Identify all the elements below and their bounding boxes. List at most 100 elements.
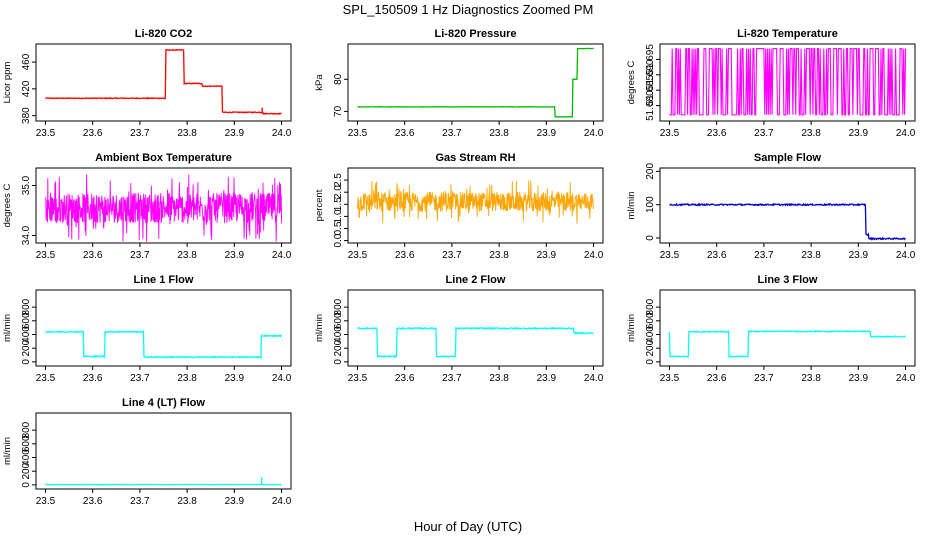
data-series bbox=[669, 204, 905, 239]
y-axis-label: degrees C bbox=[2, 183, 13, 227]
x-tick-label: 23.8 bbox=[177, 373, 197, 384]
x-tick-label: 23.8 bbox=[801, 373, 821, 384]
x-tick-label: 23.8 bbox=[801, 128, 821, 139]
x-tick-label: 23.7 bbox=[130, 250, 150, 261]
y-tick-label: 51.695 bbox=[645, 44, 656, 75]
y-axis-label: Licor ppm bbox=[2, 62, 13, 104]
x-tick-label: 23.9 bbox=[225, 250, 245, 261]
x-tick-label: 23.5 bbox=[348, 250, 368, 261]
y-tick-label: 460 bbox=[21, 53, 32, 70]
y-axis-label: ml/min bbox=[626, 192, 637, 220]
data-series bbox=[357, 180, 593, 223]
y-axis-label: ml/min bbox=[314, 314, 325, 342]
x-tick-label: 23.5 bbox=[36, 128, 56, 139]
x-tick-label: 23.7 bbox=[130, 128, 150, 139]
panel-title: Gas Stream RH bbox=[435, 152, 515, 164]
data-series bbox=[357, 48, 593, 117]
x-tick-label: 23.8 bbox=[489, 250, 509, 261]
x-tick-label: 23.6 bbox=[707, 373, 727, 384]
x-tick-label: 24.0 bbox=[896, 250, 916, 261]
y-tick-label: 420 bbox=[21, 80, 32, 97]
x-tick-label: 23.5 bbox=[36, 250, 56, 261]
y-axis-label: ml/min bbox=[626, 314, 637, 342]
x-tick-label: 24.0 bbox=[584, 250, 604, 261]
panel-title: Li-820 Temperature bbox=[737, 28, 838, 40]
y-tick-label: 100 bbox=[645, 196, 656, 213]
panel-title: Ambient Box Temperature bbox=[95, 152, 232, 164]
x-tick-label: 23.9 bbox=[225, 496, 245, 507]
x-axis-label: Hour of Day (UTC) bbox=[414, 519, 522, 534]
x-tick-label: 23.9 bbox=[537, 373, 557, 384]
panel-title: Li-820 Pressure bbox=[435, 28, 517, 40]
x-tick-label: 23.7 bbox=[442, 128, 462, 139]
panel-title: Line 3 Flow bbox=[758, 274, 818, 286]
x-tick-label: 23.8 bbox=[489, 128, 509, 139]
x-tick-label: 23.7 bbox=[754, 250, 774, 261]
x-tick-label: 23.5 bbox=[348, 128, 368, 139]
y-tick-label: 800 bbox=[21, 298, 32, 315]
figure-title: SPL_150509 1 Hz Diagnostics Zoomed PM bbox=[343, 2, 594, 17]
x-tick-label: 23.6 bbox=[395, 373, 415, 384]
x-tick-label: 24.0 bbox=[584, 128, 604, 139]
plot-frame bbox=[36, 290, 291, 366]
panel-title: Line 2 Flow bbox=[446, 274, 506, 286]
x-tick-label: 23.9 bbox=[849, 250, 869, 261]
x-tick-label: 23.5 bbox=[660, 373, 680, 384]
panel-sample-flow: Sample Flow 23.5 23.6 23.7 23.8 23.9 24.0 0 100 2… bbox=[626, 152, 916, 261]
y-tick-label: 34.0 bbox=[21, 225, 32, 245]
x-tick-label: 23.6 bbox=[83, 128, 103, 139]
x-tick-label: 23.7 bbox=[754, 373, 774, 384]
x-tick-label: 24.0 bbox=[272, 128, 292, 139]
x-tick-label: 24.0 bbox=[584, 373, 604, 384]
panel-title: Li-820 CO2 bbox=[135, 28, 192, 40]
x-tick-label: 23.7 bbox=[130, 496, 150, 507]
y-tick-label: 70 bbox=[333, 105, 344, 117]
x-tick-label: 23.7 bbox=[130, 373, 150, 384]
x-tick-label: 23.6 bbox=[83, 250, 103, 261]
x-tick-label: 23.6 bbox=[395, 250, 415, 261]
y-axis-label: percent bbox=[314, 189, 325, 221]
x-tick-label: 23.8 bbox=[177, 128, 197, 139]
x-tick-label: 23.9 bbox=[537, 250, 557, 261]
y-tick-label: 0 bbox=[645, 235, 656, 241]
y-tick-label: 80 bbox=[333, 73, 344, 85]
x-tick-label: 24.0 bbox=[272, 373, 292, 384]
x-tick-label: 23.7 bbox=[754, 128, 774, 139]
y-tick-label: 200 bbox=[645, 163, 656, 180]
panel-title: Sample Flow bbox=[754, 152, 822, 164]
y-tick-label: 800 bbox=[21, 421, 32, 438]
x-tick-label: 23.6 bbox=[707, 128, 727, 139]
x-tick-label: 24.0 bbox=[896, 373, 916, 384]
x-tick-label: 23.6 bbox=[707, 250, 727, 261]
x-tick-label: 23.7 bbox=[442, 373, 462, 384]
x-tick-label: 23.9 bbox=[849, 128, 869, 139]
y-tick-label: 800 bbox=[333, 298, 344, 315]
x-tick-label: 23.7 bbox=[442, 250, 462, 261]
x-tick-label: 23.8 bbox=[801, 250, 821, 261]
x-tick-label: 23.6 bbox=[83, 496, 103, 507]
y-axis-label: kPa bbox=[314, 74, 325, 91]
x-tick-label: 23.9 bbox=[537, 128, 557, 139]
y-tick-label: 0 bbox=[21, 359, 32, 365]
y-axis-label: degrees C bbox=[626, 60, 637, 104]
plot-frame bbox=[660, 290, 915, 366]
x-tick-label: 23.9 bbox=[225, 128, 245, 139]
x-tick-label: 23.8 bbox=[489, 373, 509, 384]
x-tick-label: 23.5 bbox=[660, 250, 680, 261]
x-tick-label: 23.5 bbox=[348, 373, 368, 384]
y-tick-label: 0 bbox=[645, 359, 656, 365]
data-series bbox=[45, 175, 281, 242]
x-tick-label: 24.0 bbox=[272, 250, 292, 261]
x-tick-label: 23.9 bbox=[849, 373, 869, 384]
data-series bbox=[45, 50, 281, 114]
